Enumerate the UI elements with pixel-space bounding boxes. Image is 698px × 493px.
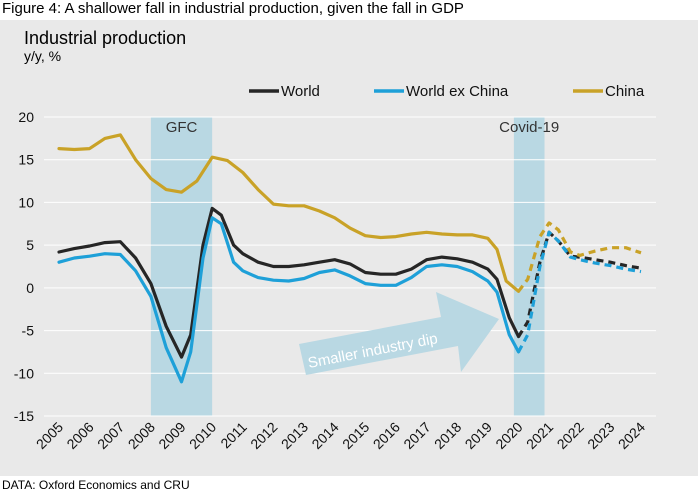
- x-tick-label: 2015: [339, 419, 372, 452]
- x-tick-label: 2022: [554, 419, 587, 452]
- series-line: [57, 216, 521, 384]
- x-tick-label: 2021: [523, 419, 556, 452]
- legend-label: World: [281, 83, 320, 100]
- y-tick-label: 15: [18, 152, 34, 168]
- y-tick-label: -15: [14, 408, 34, 424]
- x-tick-label: 2010: [186, 419, 219, 452]
- x-tick-label: 2006: [63, 419, 96, 452]
- x-tick-label: 2020: [492, 419, 525, 452]
- x-tick-label: 2018: [431, 419, 464, 452]
- shaded-region-label: Covid-19: [499, 119, 559, 136]
- legend-label: China: [605, 83, 645, 100]
- y-tick-label: 5: [26, 237, 34, 253]
- x-tick-label: 2011: [217, 419, 250, 452]
- series-forecast-line: [517, 230, 642, 353]
- x-tick-label: 2024: [615, 419, 648, 452]
- y-tick-label: -10: [14, 365, 34, 381]
- legend-label: World ex China: [406, 83, 509, 100]
- source-note: DATA: Oxford Economics and CRU: [2, 478, 190, 492]
- x-tick-label: 2019: [462, 419, 495, 452]
- series-line: [57, 206, 521, 359]
- shaded-region-label: GFC: [166, 119, 198, 136]
- x-tick-label: 2005: [33, 419, 66, 452]
- y-tick-label: 10: [18, 194, 34, 210]
- x-tick-label: 2014: [308, 419, 341, 452]
- x-tick-label: 2016: [370, 419, 403, 452]
- series-line: [57, 133, 521, 293]
- x-tick-label: 2009: [155, 419, 188, 452]
- y-tick-label: -5: [22, 323, 35, 339]
- y-tick-label: 0: [26, 280, 34, 296]
- x-tick-label: 2017: [400, 419, 433, 452]
- chart-title: Industrial production: [24, 28, 187, 48]
- y-tick-label: 20: [18, 109, 34, 125]
- series-forecast-line: [517, 221, 642, 293]
- x-tick-label: 2013: [278, 419, 311, 452]
- x-tick-label: 2007: [94, 419, 127, 452]
- x-tick-label: 2023: [584, 419, 617, 452]
- chart-ylabel: y/y, %: [24, 48, 62, 64]
- annotation-arrow: [299, 292, 499, 375]
- x-tick-label: 2008: [125, 419, 158, 452]
- figure-title: Figure 4: A shallower fall in industrial…: [2, 0, 464, 17]
- x-tick-label: 2012: [247, 419, 280, 452]
- chart-panel: [0, 20, 698, 476]
